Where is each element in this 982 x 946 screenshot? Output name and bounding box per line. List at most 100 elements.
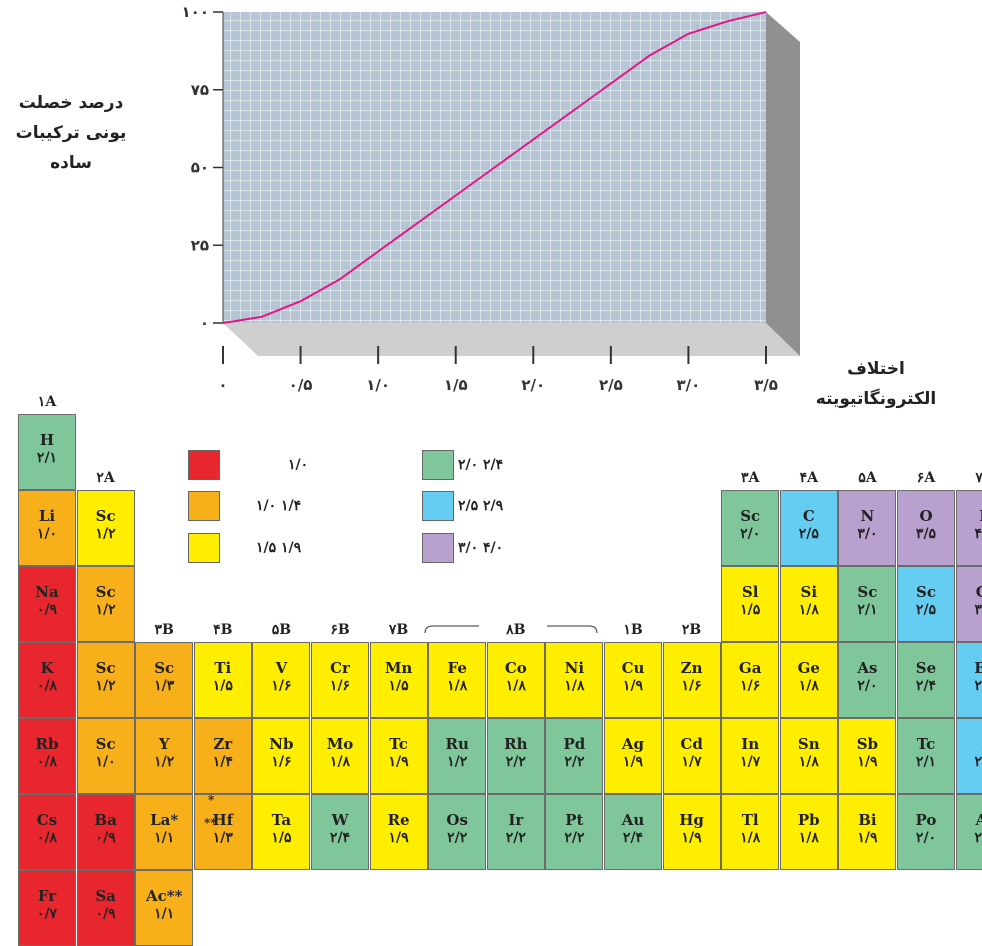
element-symbol: Nb xyxy=(269,735,294,753)
x-axis-label-text: اختلاف الکترونگاتیویته xyxy=(815,359,937,409)
element-symbol: Ba xyxy=(94,811,117,829)
element-cell: Y ۱/۲ xyxy=(135,718,194,794)
element-symbol: Ac** xyxy=(145,887,183,905)
element-cell: Mo ۱/۸ xyxy=(311,718,369,794)
x-tick-label: ۱/۵ xyxy=(444,376,468,394)
element-symbol: Se xyxy=(915,659,937,677)
group-label: ۸B xyxy=(506,622,526,638)
element-symbol: I xyxy=(957,735,982,753)
element-electronegativity: ۰/۸ xyxy=(36,830,58,846)
element-electronegativity: ۲/۲ xyxy=(505,754,526,770)
legend-label: ۲/۵ ۲/۹ xyxy=(458,498,504,514)
legend-swatch xyxy=(188,450,220,480)
legend-swatch xyxy=(422,491,454,521)
element-electronegativity: ۱/۹ xyxy=(622,678,644,694)
element-cell: Ni ۱/۸ xyxy=(545,642,604,718)
element-symbol: In xyxy=(741,735,760,753)
element-cell: Rb ۰/۸ xyxy=(18,718,76,794)
element-cell: Cl۳/۰ xyxy=(955,566,982,642)
element-cell: Ta ۱/۵ xyxy=(252,794,311,870)
x-tick-label: ۳/۵ xyxy=(754,376,778,394)
element-symbol: Co xyxy=(504,659,527,677)
element-symbol: Cu xyxy=(621,659,645,677)
element-electronegativity: ۱/۹ xyxy=(622,754,644,770)
element-symbol: Ge xyxy=(797,659,820,677)
element-electronegativity: ۲/۲ xyxy=(447,830,468,846)
element-symbol: H xyxy=(39,431,55,449)
element-cell: Au ۲/۴ xyxy=(604,794,662,870)
element-symbol: Li xyxy=(38,507,56,525)
element-cell: Ac** ۱/۱ xyxy=(135,870,194,946)
element-electronegativity: ۱/۸ xyxy=(505,678,526,694)
element-electronegativity: ۲/۱ xyxy=(36,450,58,466)
element-cell: Br۲/۸ xyxy=(955,642,982,718)
element-cell: Cs ۰/۸ xyxy=(18,794,76,870)
element-cell: At۲/۲ xyxy=(955,794,982,870)
element-cell: Pd ۲/۲ xyxy=(545,718,604,794)
element-cell: W ۲/۴ xyxy=(311,794,369,870)
element-cell: Cr ۱/۶ xyxy=(311,642,369,718)
element-symbol: N xyxy=(860,507,875,525)
y-ticks: ۰ ۲۵ ۵۰ ۷۵ ۱۰۰ xyxy=(182,3,223,332)
element-cell: Sl ۱/۵ xyxy=(721,566,780,642)
element-cell: Si ۱/۸ xyxy=(779,566,838,642)
element-symbol: Rh xyxy=(504,735,528,753)
element-electronegativity: ۱/۸ xyxy=(798,602,819,618)
element-electronegativity: ۱/۲ xyxy=(95,678,116,694)
element-electronegativity: ۱/۲ xyxy=(447,754,468,770)
element-electronegativity: ۰/۸ xyxy=(36,678,58,694)
element-symbol: Br xyxy=(974,659,982,677)
element-electronegativity: ۱/۱ xyxy=(154,906,175,922)
element-electronegativity: ۳/۵ xyxy=(915,526,937,542)
element-cell: Ru ۱/۲ xyxy=(428,718,487,794)
chart-frame xyxy=(222,12,800,356)
element-electronegativity: ۱/۸ xyxy=(447,678,468,694)
group-label: ۶B xyxy=(330,622,350,638)
footnote-star: * xyxy=(208,793,215,807)
element-symbol: At xyxy=(975,811,982,829)
element-electronegativity: ۰/۹ xyxy=(36,602,58,618)
element-electronegativity: ۱/۹ xyxy=(681,830,702,846)
element-electronegativity: ۱/۸ xyxy=(798,678,819,694)
element-cell: Fr ۰/۷ xyxy=(18,870,76,946)
element-electronegativity: ۱/۵ xyxy=(388,678,409,694)
element-electronegativity: ۲/۵ xyxy=(915,602,937,618)
element-electronegativity: ۱/۸ xyxy=(798,830,819,846)
element-cell: Fe ۱/۸ xyxy=(428,642,487,718)
group-label: ۱B xyxy=(623,622,643,638)
element-symbol: Sc xyxy=(857,583,878,601)
element-symbol: Tc xyxy=(389,735,408,753)
element-symbol: Sc xyxy=(154,659,175,677)
element-electronegativity: ۲/۰ xyxy=(857,678,878,694)
element-electronegativity: ۱/۳ xyxy=(154,678,175,694)
element-cell: Tl ۱/۸ xyxy=(721,794,780,870)
group-label: ۶A xyxy=(916,470,936,486)
element-cell: Se ۲/۴ xyxy=(897,642,955,718)
element-cell: N ۳/۰ xyxy=(838,490,897,566)
element-symbol: O xyxy=(919,507,933,525)
y-tick-label: ۵۰ xyxy=(191,159,209,177)
element-electronegativity: ۲/۲ xyxy=(564,754,585,770)
element-symbol: Mn xyxy=(384,659,413,677)
element-cell: Pt ۲/۲ xyxy=(545,794,604,870)
element-cell: C ۲/۵ xyxy=(779,490,838,566)
element-electronegativity: ۲/۵ xyxy=(798,526,819,542)
element-electronegativity: ۳/۰ xyxy=(974,602,982,618)
element-symbol: Sa xyxy=(95,887,116,905)
element-cell: K ۰/۸ xyxy=(18,642,76,718)
element-cell: Cu ۱/۹ xyxy=(604,642,662,718)
element-electronegativity: ۱/۹ xyxy=(857,830,878,846)
element-symbol: Cd xyxy=(680,735,703,753)
element-electronegativity: ۱/۹ xyxy=(857,754,878,770)
element-cell: Rh ۲/۲ xyxy=(486,718,545,794)
element-cell: Sc ۱/۲ xyxy=(76,642,135,718)
element-symbol: Sc xyxy=(95,735,116,753)
element-cell: Li ۱/۰ xyxy=(18,490,76,566)
element-cell: Ba ۰/۹ xyxy=(76,794,135,870)
group-label: ۴B xyxy=(213,622,233,638)
element-electronegativity: ۱/۰ xyxy=(36,526,58,542)
element-electronegativity: ۱/۶ xyxy=(271,678,292,694)
group-label: ۴A xyxy=(799,470,818,486)
element-symbol: Po xyxy=(915,811,937,829)
element-symbol: Au xyxy=(621,811,645,829)
